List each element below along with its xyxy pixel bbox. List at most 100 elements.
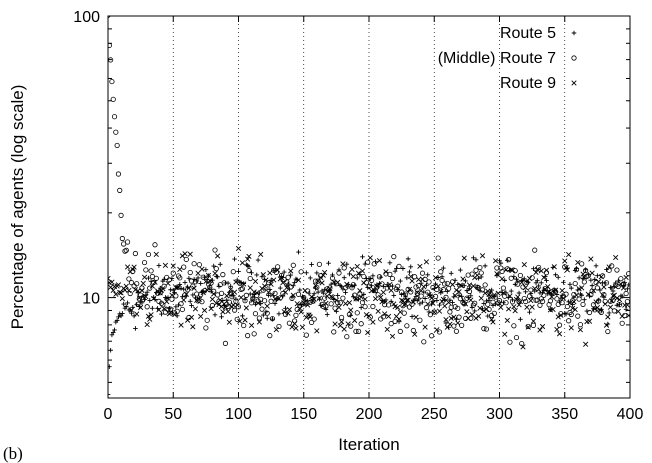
- point: [306, 312, 312, 318]
- point: [252, 311, 259, 317]
- point: [204, 287, 210, 293]
- point: [567, 282, 573, 287]
- point: [281, 269, 287, 275]
- point: [286, 306, 293, 313]
- point: [523, 289, 528, 295]
- point: [157, 285, 163, 291]
- point: [383, 269, 389, 275]
- point: [534, 266, 540, 273]
- point: [299, 324, 306, 330]
- legend-marker-icon: [571, 55, 577, 61]
- point: [511, 323, 517, 329]
- point: [183, 256, 189, 263]
- point: [111, 114, 118, 120]
- point: [336, 267, 342, 273]
- point: [161, 283, 167, 289]
- point: [572, 306, 578, 313]
- panel-label: (b): [3, 444, 23, 463]
- point: [212, 270, 218, 277]
- point: [370, 319, 376, 325]
- point: [295, 277, 302, 283]
- point: [133, 326, 138, 331]
- point: [204, 317, 210, 323]
- point: [316, 261, 323, 267]
- x-tick-label: 0: [104, 406, 113, 423]
- point: [405, 297, 411, 303]
- point: [110, 96, 116, 102]
- point: [398, 278, 403, 284]
- point: [606, 264, 612, 270]
- point: [409, 314, 415, 319]
- point: [261, 283, 268, 289]
- point: [282, 289, 289, 295]
- point: [623, 274, 629, 281]
- point: [135, 301, 141, 307]
- point: [266, 293, 271, 298]
- point: [173, 293, 179, 299]
- point: [131, 313, 137, 319]
- point: [576, 275, 582, 281]
- point: [466, 282, 473, 288]
- point: [332, 305, 338, 311]
- point: [384, 285, 390, 291]
- point: [473, 315, 479, 321]
- legend-marker-icon: [571, 80, 577, 86]
- point: [123, 304, 129, 309]
- point: [479, 287, 486, 293]
- point: [236, 269, 241, 274]
- point: [417, 263, 423, 269]
- point: [404, 275, 410, 281]
- point: [308, 319, 315, 326]
- point: [348, 323, 354, 329]
- point: [388, 287, 394, 294]
- point: [183, 291, 189, 297]
- point: [290, 262, 296, 268]
- point: [512, 308, 518, 314]
- point: [356, 296, 361, 302]
- point: [328, 301, 334, 307]
- point: [280, 290, 286, 297]
- point: [354, 310, 360, 316]
- point: [409, 301, 415, 307]
- point: [481, 326, 487, 332]
- point: [226, 299, 232, 305]
- point: [503, 267, 509, 273]
- point: [568, 325, 574, 331]
- point: [335, 300, 341, 306]
- point: [440, 287, 446, 293]
- point: [363, 312, 370, 318]
- point: [167, 305, 172, 311]
- point: [256, 315, 262, 321]
- point: [464, 288, 470, 293]
- point: [203, 267, 209, 272]
- point: [443, 294, 449, 300]
- point: [461, 255, 467, 261]
- point: [114, 318, 120, 323]
- point: [395, 304, 401, 311]
- point: [336, 304, 342, 310]
- point: [481, 308, 487, 314]
- point: [366, 283, 372, 289]
- point: [215, 253, 221, 259]
- point: [573, 292, 580, 298]
- point: [199, 266, 205, 272]
- point: [590, 288, 597, 294]
- point: [446, 285, 452, 292]
- point: [554, 326, 560, 333]
- point: [456, 314, 462, 320]
- point: [109, 279, 115, 285]
- point: [157, 290, 163, 296]
- point: [434, 327, 440, 333]
- point: [254, 290, 260, 296]
- point: [434, 298, 440, 303]
- point: [228, 284, 233, 289]
- point: [234, 316, 240, 322]
- point: [555, 314, 561, 320]
- point: [139, 285, 145, 291]
- point: [339, 284, 344, 289]
- point: [263, 277, 269, 283]
- point: [482, 282, 488, 288]
- point: [581, 274, 587, 280]
- x-tick-label: 300: [486, 406, 513, 423]
- point: [230, 269, 236, 275]
